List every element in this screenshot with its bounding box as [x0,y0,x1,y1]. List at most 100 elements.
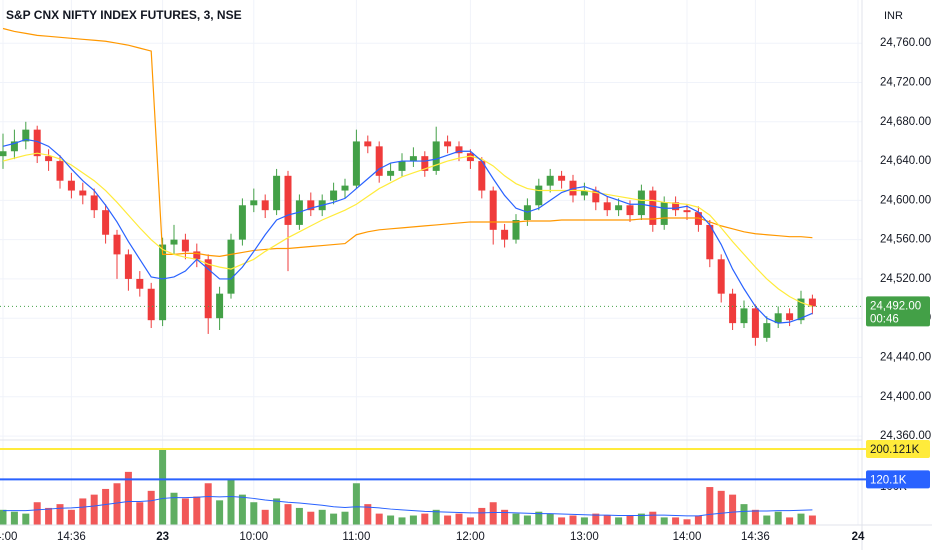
volume-bar [535,511,543,525]
candle-body [637,190,645,216]
volume-bar [136,502,144,525]
moving-average-line [2,152,813,307]
candle-body [489,190,497,230]
volume-bar [478,507,486,525]
volume-bar [421,513,429,525]
moving-average-line [2,138,813,324]
candle-body [797,298,805,321]
candle-body [0,151,7,157]
candle-body [284,175,292,225]
candle-body [615,205,623,211]
last-price-label: 24,492.00 [870,300,921,312]
candle-body [90,195,98,211]
volume-bar [706,487,714,525]
candle-body [546,175,554,186]
volume-bar [364,504,372,525]
candle-body [660,202,668,225]
volume-bar [0,509,7,525]
volume-bar [216,500,224,525]
volume-bar [181,498,189,525]
volume-bar [238,494,246,525]
candle-body [33,129,41,157]
volume-bar [774,511,782,525]
volume-bar [523,515,531,525]
volume-bar [660,517,668,525]
volume-bar [204,483,212,525]
candle-body [227,239,235,294]
candle-body [478,161,486,191]
x-tick-label: 24 [852,531,865,543]
candle-body [763,323,771,338]
plot [0,27,862,525]
candle-body [649,190,657,225]
volume-ma-line [3,496,813,517]
x-tick-label: 23 [156,531,169,543]
candle-body [432,141,440,171]
candle-body [56,161,64,181]
volume-bar [432,509,440,525]
volume-bar [808,515,816,525]
candle-body [261,200,269,211]
candle-body [580,190,588,196]
volume-bar [546,513,554,525]
volume-bar [261,509,269,525]
countdown-label: 00:46 [870,313,899,325]
candle-body [626,205,634,216]
level-label: 200.121K [870,444,920,456]
candle-body [113,234,121,255]
volume-bar [352,483,360,525]
currency[interactable]: INR [884,10,903,22]
volume-bar [159,449,167,525]
level-tag [866,440,930,459]
y-tick-label: 24,400.00 [880,391,931,403]
volume-bar [67,509,75,525]
volume-bar [751,509,759,525]
volume-bar [615,517,623,525]
volume-bar [569,515,577,525]
volume-bar [444,515,452,525]
candle-body [558,175,566,181]
candle-body [786,313,794,321]
y-tick-label: 24,360.00 [880,430,931,442]
candle-body [387,170,395,176]
volume-bar [170,492,178,525]
candle-body [512,220,520,240]
candle-body [67,180,75,191]
candle-body [501,229,509,240]
volume-bar [729,494,737,525]
candle-body [79,190,87,196]
y-tick-label: 24,640.00 [880,155,931,167]
volume-bar [90,494,98,525]
candle-body [22,129,30,142]
candle-body [170,239,178,245]
volume-bar [466,517,474,525]
volume-bar [786,517,794,525]
volume-bar [273,498,281,525]
volume-bar [113,483,121,525]
candle-body [352,141,360,186]
candle-body [444,141,452,147]
volume-bar [512,513,520,525]
volume-bar [797,513,805,525]
volume-bar [33,502,41,525]
volume-bar [592,513,600,525]
x-tick-label: 14:00 [673,531,702,543]
volume-bar [45,507,53,525]
volume-bar [56,504,64,525]
x-tick-label: 14:00 [0,531,17,543]
candle-body [751,308,759,338]
candle-body [181,239,189,252]
y-tick-label: 24,440.00 [880,352,931,364]
candle-body [238,205,246,240]
y-tick-label: 24,600.00 [880,194,931,206]
chart-title: S&P CNX NIFTY INDEX FUTURES, 3, NSE [6,8,242,22]
volume-bar [22,513,30,525]
candle-body [159,244,167,321]
volume-bar [295,507,303,525]
candle-body [10,141,18,152]
candle-body [466,153,474,162]
candle-body [421,156,429,171]
